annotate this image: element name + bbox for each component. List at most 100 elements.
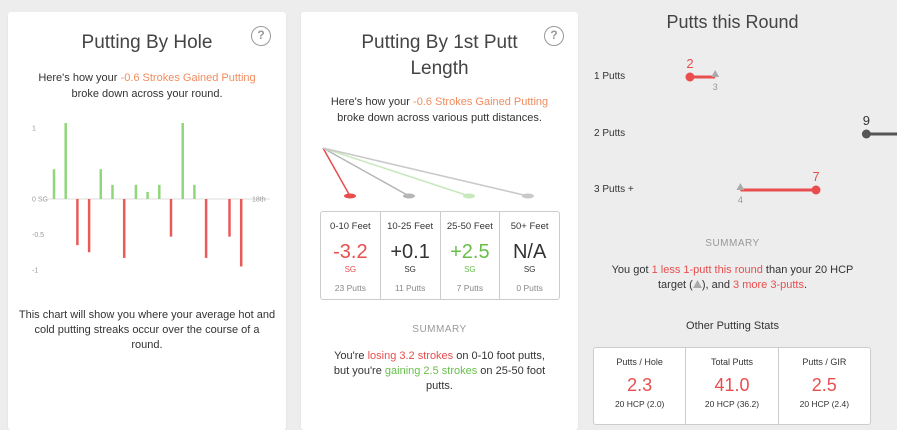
stat-header: Putts / Hole — [616, 357, 663, 367]
length-title-line2: Length — [410, 58, 469, 79]
putting-by-length-title: Putting By 1st Putt Length — [301, 30, 578, 82]
hole-intro: Here's how your -0.6 Strokes Gained Putt… — [8, 70, 286, 102]
stat-header: Putts / GIR — [802, 357, 847, 367]
summary-text: but you're — [333, 365, 385, 377]
fan-line-50-plus — [322, 147, 529, 197]
putt-count-dot — [685, 72, 695, 82]
target-triangle-icon — [711, 70, 720, 77]
stat-hcp-target: 20 HCP (2.0) — [614, 399, 665, 409]
hole-intro-pre: Here's how your — [38, 72, 121, 84]
y-tick-label: 1 — [32, 126, 36, 133]
hole-bar-11 — [169, 199, 173, 237]
summary-text: You got — [611, 264, 652, 276]
length-summary-label: SUMMARY — [412, 324, 467, 335]
putts-comparison-chart: 2391174 — [685, 56, 897, 205]
length-col-10-25: 10-25 Feet +0.1 SG 11 Putts — [381, 212, 441, 299]
summary-loss-highlight: losing 3.2 strokes — [367, 350, 454, 362]
hole-intro-highlight: -0.6 Strokes Gained Putting — [120, 72, 256, 84]
summary-text: ), and — [701, 279, 734, 291]
length-col-sg-value: -3.2 — [333, 241, 368, 263]
length-col-header: 0-10 Feet — [330, 221, 371, 232]
length-intro-highlight: -0.6 Strokes Gained Putting — [413, 96, 549, 108]
help-icon[interactable]: ? — [544, 26, 564, 46]
hole-marker-0-10 — [344, 193, 356, 199]
summary-text: than your 20 HCP — [762, 264, 854, 276]
putting-by-length-card: Putting By 1st Putt Length ? Here's how … — [301, 12, 578, 430]
hole-bar-12 — [181, 123, 184, 199]
help-icon[interactable]: ? — [251, 26, 271, 46]
length-col-header: 10-25 Feet — [387, 221, 434, 232]
length-col-sg-unit: SG — [464, 265, 476, 274]
putting-by-hole-title: Putting By Hole — [81, 32, 213, 53]
summary-text: on 0-10 foot putts, — [453, 350, 545, 362]
other-putting-stats: Putts / Hole 2.3 20 HCP (2.0) Total Putt… — [593, 347, 871, 425]
stat-putts-per-gir: Putts / GIR 2.5 20 HCP (2.4) — [779, 348, 870, 424]
length-col-putts: 11 Putts — [394, 283, 426, 293]
length-intro: Here's how your -0.6 Strokes Gained Putt… — [301, 94, 578, 126]
length-col-sg-value: +0.1 — [390, 241, 430, 263]
other-putting-stats-title: Other Putting Stats — [686, 320, 779, 332]
length-col-25-50: 25-50 Feet +2.5 SG 7 Putts — [441, 212, 501, 299]
stat-hcp-target: 20 HCP (2.4) — [799, 399, 850, 409]
putt-count-dot — [861, 129, 871, 139]
stat-putts-per-hole: Putts / Hole 2.3 20 HCP (2.0) — [594, 348, 687, 424]
hole-bar-1 — [52, 169, 56, 199]
summary-text: putts. — [426, 380, 453, 392]
hole-bar-5 — [99, 169, 103, 199]
hole-marker-25-50 — [463, 193, 475, 199]
summary-text: You're — [334, 350, 368, 362]
putt-count-value: 2 — [686, 56, 693, 71]
length-col-sg-unit: SG — [523, 265, 536, 274]
length-col-sg-value: N/A — [512, 241, 547, 263]
fan-line-10-25 — [322, 147, 410, 197]
putts-summary-label: SUMMARY — [705, 238, 760, 249]
length-col-header: 25-50 Feet — [446, 221, 493, 232]
putt-target-value: 3 — [713, 82, 718, 92]
length-col-sg-unit: SG — [404, 265, 416, 274]
length-col-sg-value: +2.5 — [450, 241, 490, 263]
stat-value: 41.0 — [714, 375, 750, 395]
hole-bar-8 — [134, 184, 138, 199]
putting-by-hole-card: Putting By Hole ? Here's how your -0.6 S… — [8, 12, 286, 430]
length-intro-post: broke down across various putt distances… — [337, 112, 542, 124]
hole-footer: This chart will show you where your aver… — [18, 309, 276, 351]
fan-line-0-10 — [322, 147, 351, 197]
putts-this-round-title: Putts this Round — [666, 12, 799, 32]
length-col-sg-unit: SG — [344, 265, 357, 274]
summary-highlight: 3 more 3-putts — [733, 279, 804, 291]
hole-bar-4 — [87, 199, 91, 253]
putt-count-value: 9 — [863, 113, 870, 128]
stat-hcp-target: 20 HCP (36.2) — [704, 399, 760, 409]
stat-value: 2.5 — [811, 375, 837, 395]
summary-text: . — [803, 279, 808, 291]
y-tick-label: -0.5 — [32, 232, 44, 239]
putt-count-dot — [811, 185, 821, 195]
y-tick-label: -1 — [32, 268, 38, 275]
length-col-header: 50+ Feet — [510, 221, 549, 232]
hole-bar-6 — [111, 184, 114, 199]
summary-text: target ( — [657, 279, 693, 291]
length-col-50-plus: 50+ Feet N/A SG 0 Putts — [500, 212, 559, 299]
length-intro-pre: Here's how your — [330, 96, 414, 108]
hole-marker-10-25 — [403, 193, 415, 199]
summary-gain-highlight: gaining 2.5 strokes — [384, 365, 478, 377]
hole-bar-16 — [228, 199, 231, 237]
putt-length-breakdown: 0-10 Feet -3.2 SG 23 Putts 10-25 Feet +0… — [320, 211, 560, 300]
putts-summary-text: You got 1 less 1-putt this round than yo… — [590, 263, 875, 293]
hole-intro-post: broke down across your round. — [71, 88, 223, 100]
stat-header: Total Putts — [710, 357, 753, 367]
stat-total-putts: Total Putts 41.0 20 HCP (36.2) — [686, 348, 779, 424]
x-end-label: 18th — [252, 197, 266, 204]
length-col-putts: 7 Putts — [456, 283, 484, 293]
target-triangle-icon — [736, 183, 745, 190]
stat-value: 2.3 — [627, 375, 653, 395]
putt-row-label: 3 Putts + — [594, 184, 634, 195]
length-col-putts: 0 Putts — [516, 283, 543, 293]
hole-bar-10 — [158, 184, 161, 199]
putt-target-value: 4 — [738, 195, 743, 205]
hole-bar-2 — [64, 123, 67, 199]
length-col-putts: 23 Putts — [334, 283, 366, 293]
length-summary-text: You're losing 3.2 strokes on 0-10 foot p… — [301, 349, 578, 394]
hole-bar-13 — [193, 184, 196, 199]
hole-bar-7 — [122, 199, 126, 258]
